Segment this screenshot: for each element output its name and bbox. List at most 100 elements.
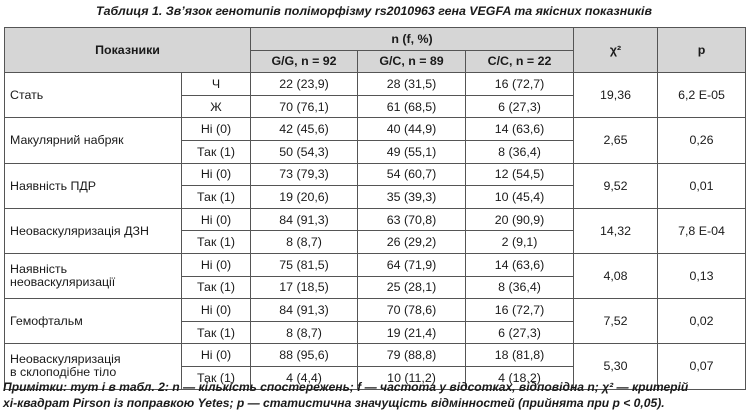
cell-chi-square: 19,36 (573, 72, 659, 119)
cell-chi-square: 9,52 (573, 162, 659, 209)
category-label: Так (1) (180, 139, 252, 164)
indicator-name: Неоваскуляризація ДЗН (4, 207, 182, 254)
cell-gg: 84 (91,3) (250, 298, 359, 322)
cell-gg: 17 (18,5) (250, 275, 359, 300)
cell-gc: 35 (39,3) (357, 185, 467, 209)
category-label: Так (1) (180, 320, 252, 345)
table-row: Наявність ПДР Ні (0) 73 (79,3) 54 (60,7)… (4, 162, 747, 209)
cell-gc: 25 (28,1) (357, 275, 467, 300)
cell-p-value: 7,8 Е-04 (657, 207, 747, 254)
cell-cc: 20 (90,9) (465, 207, 575, 232)
cell-cc: 14 (63,6) (465, 117, 575, 141)
cell-chi-square: 2,65 (573, 117, 659, 164)
cell-gg: 42 (45,6) (250, 117, 359, 141)
category-label: Ні (0) (180, 207, 252, 232)
cell-gg: 4 (4,4) (250, 365, 359, 390)
indicator-name-line2: неоваскуляризації (10, 275, 116, 290)
footnote-line2: хі-квадрат Pirson із поправкою Yetes; р … (3, 396, 665, 410)
category-label: Ні (0) (180, 162, 252, 187)
category-label: Ч (180, 72, 252, 96)
table-row: Так (1) 8 (8,7) 19 (21,4) 6 (27,3) (5, 320, 746, 345)
cell-gg: 22 (23,9) (250, 72, 359, 96)
table-footnote: Примітки: тут і в табл. 2: n — кількість… (3, 379, 745, 411)
cell-gc: 49 (55,1) (357, 139, 467, 164)
table-caption: Таблиця 1. Зв’язок генотипів поліморфізм… (96, 4, 652, 18)
indicator-name: Гемофтальм (4, 298, 182, 345)
cell-p-value: 0,26 (657, 117, 747, 164)
header-indicators: Показники (3, 26, 252, 74)
category-label: Так (1) (180, 185, 252, 209)
cell-cc: 2 (9,1) (465, 230, 575, 254)
cell-gg: 50 (54,3) (250, 139, 359, 164)
cell-gc: 63 (70,8) (357, 207, 467, 232)
cell-gc: 64 (71,9) (357, 252, 467, 277)
cell-gg: 8 (8,7) (250, 320, 359, 345)
genotype-association-table: Показники n (f, %) χ² p G/G, n = 92 G/C,… (3, 26, 747, 390)
cell-cc: 16 (72,7) (465, 72, 575, 96)
indicator-name: Неоваскуляризація в склоподібне тіло (4, 343, 182, 390)
cell-cc: 12 (54,5) (465, 162, 575, 187)
cell-p-value: 0,01 (657, 162, 747, 209)
indicator-name: Макулярний набряк (4, 117, 182, 164)
header-genotype-cc: C/C, n = 22 (465, 49, 575, 74)
cell-chi-square: 5,30 (573, 343, 659, 390)
header-genotype-gg: G/G, n = 92 (250, 49, 359, 74)
indicator-name-line1: Неоваскуляризація (10, 352, 121, 367)
cell-gc: 19 (21,4) (357, 320, 467, 345)
cell-p-value: 6,2 Е-05 (657, 72, 747, 119)
cell-gg: 75 (81,5) (250, 252, 359, 277)
table-row: Неоваскуляризація в склоподібне тіло Ні (… (4, 343, 747, 390)
cell-gg: 8 (8,7) (250, 230, 359, 254)
cell-cc: 18 (81,8) (465, 343, 575, 367)
table-row: Стать Ч 22 (23,9) 28 (31,5) 16 (72,7) 19… (4, 72, 747, 119)
indicator-name-line2: в склоподібне тіло (10, 365, 117, 380)
category-label: Ні (0) (180, 298, 252, 322)
cell-chi-square: 14,32 (573, 207, 659, 254)
cell-p-value: 0,02 (657, 298, 747, 345)
cell-gg: 73 (79,3) (250, 162, 359, 187)
cell-p-value: 0,07 (657, 343, 747, 390)
category-label: Ні (0) (180, 343, 252, 367)
cell-gg: 84 (91,3) (250, 207, 359, 232)
cell-chi-square: 7,52 (573, 298, 659, 345)
cell-gg: 19 (20,6) (250, 185, 359, 209)
cell-gc: 70 (78,6) (357, 298, 467, 322)
category-label: Ж (180, 94, 252, 119)
cell-gc: 54 (60,7) (357, 162, 467, 187)
cell-gc: 79 (88,8) (357, 343, 467, 367)
table-row: Наявність неоваскуляризації Ні (0) 75 (81… (4, 252, 747, 300)
table-row: Гемофтальм Ні (0) 84 (91,3) 70 (78,6) 16… (4, 298, 747, 345)
cell-gc: 61 (68,5) (357, 94, 467, 119)
category-label: Так (1) (180, 275, 252, 300)
cell-gc: 26 (29,2) (357, 230, 467, 254)
indicator-name: Стать (4, 72, 182, 119)
table-row: Макулярний набряк Ні (0) 42 (45,6) 40 (4… (4, 117, 747, 164)
cell-gc: 10 (11,2) (357, 365, 467, 390)
cell-chi-square: 4,08 (573, 252, 659, 300)
cell-cc: 16 (72,7) (465, 298, 575, 322)
cell-cc: 6 (27,3) (465, 320, 575, 345)
indicator-name-line1: Наявність (10, 262, 68, 277)
cell-gg: 88 (95,6) (250, 343, 359, 367)
table-row: Так (1) 4 (4,4) 10 (11,2) 4 (18,2) (5, 365, 746, 390)
cell-cc: 6 (27,3) (465, 94, 575, 119)
cell-cc: 4 (18,2) (465, 365, 575, 390)
indicator-name: Наявність неоваскуляризації (4, 252, 182, 300)
cell-cc: 8 (36,4) (465, 139, 575, 164)
header-chi-square: χ² (573, 26, 659, 74)
category-label: Так (1) (180, 365, 252, 390)
table-row: Неоваскуляризація ДЗН Ні (0) 84 (91,3) 6… (4, 207, 747, 254)
header-p-value: p (657, 26, 747, 74)
cell-gc: 28 (31,5) (357, 72, 467, 96)
category-label: Ні (0) (180, 252, 252, 277)
category-label: Ні (0) (180, 117, 252, 141)
table-row: Так (1) 19 (20,6) 35 (39,3) 10 (45,4) (5, 185, 746, 209)
footnote-line1: Примітки: тут і в табл. 2: n — кількість… (3, 380, 689, 394)
cell-cc: 8 (36,4) (465, 275, 575, 300)
category-label: Так (1) (180, 230, 252, 254)
cell-cc: 10 (45,4) (465, 185, 575, 209)
header-n-f: n (f, %) (250, 27, 575, 51)
header-genotype-gc: G/C, n = 89 (357, 49, 467, 74)
cell-cc: 14 (63,6) (465, 252, 575, 277)
cell-gc: 40 (44,9) (357, 117, 467, 141)
